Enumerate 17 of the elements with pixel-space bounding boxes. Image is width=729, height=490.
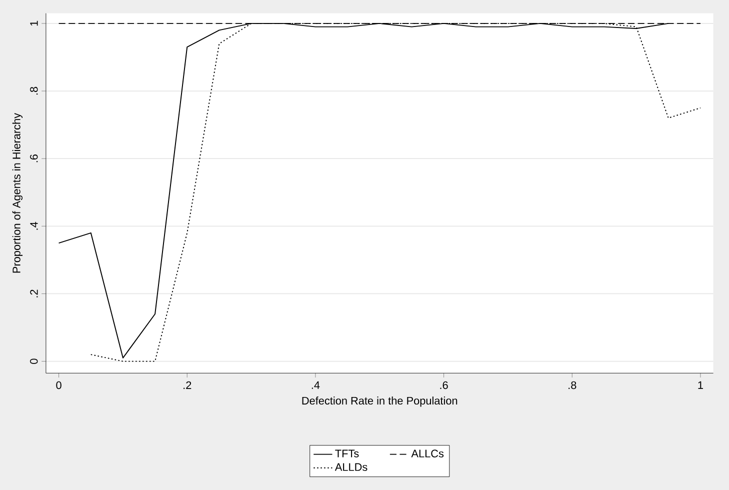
y-tick-label: .4 bbox=[30, 222, 38, 230]
x-tick-label: .4 bbox=[312, 381, 320, 389]
x-tick-label: .6 bbox=[440, 381, 448, 390]
x-tick-label: .2 bbox=[184, 381, 192, 389]
legend-label: ALLDs bbox=[334, 463, 368, 471]
y-tick-label: .2 bbox=[30, 290, 38, 298]
y-axis-title: Proportion of Agents in Hierarchy bbox=[12, 112, 23, 273]
legend-label: TFTs bbox=[335, 450, 359, 458]
x-axis-title: Defection Rate in the Population bbox=[302, 396, 458, 407]
y-tick-label: 1 bbox=[30, 20, 38, 26]
x-tick-label: .8 bbox=[568, 381, 576, 390]
x-tick-label: 0 bbox=[56, 381, 62, 390]
y-tick-label: .8 bbox=[30, 86, 38, 95]
y-tick-label: .6 bbox=[30, 154, 38, 162]
legend-label: ALLCs bbox=[411, 450, 444, 458]
x-tick-label: 1 bbox=[698, 381, 703, 389]
y-tick-label: 0 bbox=[30, 358, 38, 364]
